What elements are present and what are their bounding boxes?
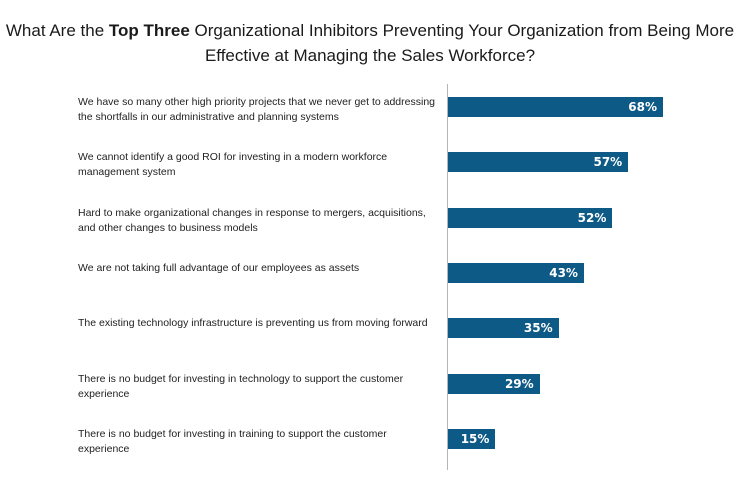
bar-row: We have so many other high priority proj…: [0, 95, 740, 135]
bar-row: We cannot identify a good ROI for invest…: [0, 150, 740, 190]
bar: 15%: [448, 428, 496, 449]
bar: 57%: [448, 152, 629, 173]
data-label: 29%: [504, 376, 534, 391]
bar-row: There is no budget for investing in tech…: [0, 372, 740, 412]
title-emphasis: Top Three: [108, 21, 190, 40]
data-label: 43%: [549, 265, 578, 280]
category-axis-line: [447, 84, 448, 470]
bar: 43%: [448, 262, 584, 283]
bar-row: The existing technology infrastructure i…: [0, 316, 740, 356]
data-label: 68%: [628, 100, 657, 114]
bar-row: We are not taking full advantage of our …: [0, 261, 740, 301]
category-label: There is no budget for investing in tech…: [78, 372, 404, 400]
data-label: 57%: [593, 155, 623, 170]
category-label: Hard to make organizational changes in r…: [78, 206, 426, 234]
bar: 68%: [448, 97, 663, 117]
bar-row: Hard to make organizational changes in r…: [0, 206, 740, 246]
category-label: We cannot identify a good ROI for invest…: [78, 151, 388, 179]
title-part-1: What Are the: [5, 21, 109, 40]
bar-row: There is no budget for investing in trai…: [0, 427, 740, 467]
data-label: 15%: [460, 431, 490, 446]
bar: 52%: [448, 207, 613, 228]
title-part-2: Organizational Inhibitors Preventing You…: [189, 21, 735, 65]
data-label: 52%: [577, 210, 607, 225]
category-label: The existing technology infrastructure i…: [78, 317, 428, 330]
data-label: 35%: [523, 321, 553, 336]
category-label: There is no budget for investing in trai…: [78, 427, 387, 455]
bar: 29%: [448, 373, 540, 394]
category-label: We have so many other high priority proj…: [78, 96, 435, 123]
chart-title: What Are the Top Three Organizational In…: [0, 18, 740, 68]
category-label: We are not taking full advantage of our …: [78, 261, 360, 274]
bar: 35%: [448, 318, 559, 339]
